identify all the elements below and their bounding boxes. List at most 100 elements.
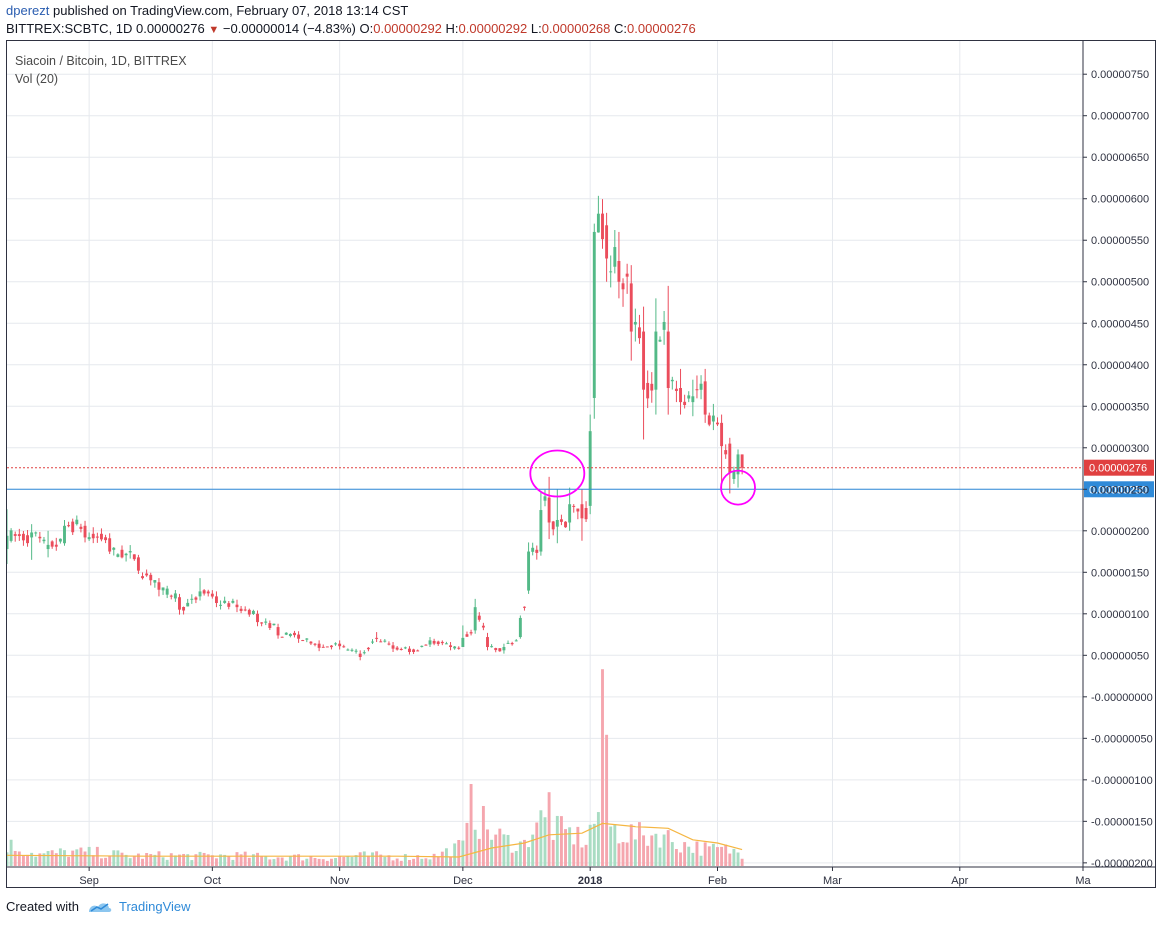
candle-body <box>523 606 526 608</box>
x-tick-label: Mar <box>823 875 842 887</box>
x-tick-label: Sep <box>79 875 99 887</box>
volume-bar <box>313 857 317 866</box>
volume-bar <box>642 835 646 866</box>
candle-body <box>346 649 350 651</box>
candle-body <box>297 634 301 639</box>
volume-bar <box>251 854 255 866</box>
volume-bar <box>695 841 699 866</box>
volume-bar <box>736 852 740 866</box>
candle-body <box>313 643 317 645</box>
volume-bar <box>428 859 432 866</box>
volume-bar <box>5 852 9 866</box>
volume-bar <box>408 859 411 866</box>
candle-body <box>596 213 600 233</box>
volume-bar <box>387 855 391 866</box>
candle-body <box>408 648 411 652</box>
candle-body <box>354 650 358 652</box>
high-label: H: <box>445 21 459 36</box>
volume-bar <box>63 850 66 866</box>
volume-bar <box>502 834 506 866</box>
candle-body <box>699 383 703 390</box>
volume-bar <box>580 847 584 866</box>
open-label: O: <box>359 21 374 36</box>
candle-body <box>617 260 621 282</box>
x-tick-label: 2018 <box>578 875 602 887</box>
candle-body <box>465 634 469 637</box>
candle-body <box>613 247 617 267</box>
candle-body <box>194 597 198 600</box>
price-axis: 0.00000750 0.00000700 0.00000650 0.00000600… <box>1082 41 1153 870</box>
volume-bar <box>535 822 539 866</box>
candle-body <box>527 551 531 591</box>
candle-body <box>165 588 169 595</box>
candle-body <box>662 321 666 330</box>
volume-bar <box>202 852 206 866</box>
volume-bar <box>703 842 707 866</box>
y-tick-label: 0.00000100 <box>1091 609 1149 621</box>
candle-body <box>251 610 255 614</box>
candle-body <box>87 537 91 540</box>
volume-bar <box>75 849 79 866</box>
candle-body <box>638 327 641 339</box>
volume-bar <box>124 854 128 866</box>
candle-body <box>329 645 333 648</box>
candle-body <box>691 396 695 403</box>
volume-bar <box>305 858 309 866</box>
candle-body <box>95 536 99 538</box>
volume-bar <box>601 669 604 866</box>
chart-container[interactable]: 0.00000276 0.00000250 0.00000750 0.0000070… <box>5 40 1156 888</box>
volume-bar <box>198 851 202 866</box>
candle-body <box>646 382 650 399</box>
candle-body <box>683 401 687 405</box>
candle-body <box>247 609 251 615</box>
price-chart-svg[interactable]: 0.00000276 0.00000250 0.00000750 0.0000070… <box>5 41 1155 887</box>
volume-bar <box>161 857 165 866</box>
candle-body <box>108 538 112 552</box>
candle-body <box>38 536 42 539</box>
volume-bar <box>371 852 374 866</box>
candle-body <box>687 395 691 399</box>
volume-bar <box>547 792 551 866</box>
high-value: 0.00000292 <box>458 21 528 36</box>
last-price-badge <box>1084 459 1154 476</box>
candle-body <box>202 590 206 594</box>
volume-bar <box>243 851 247 866</box>
symbol-label: BITTREX:SCBTC, 1D <box>6 21 133 36</box>
volume-bar <box>50 850 54 866</box>
volume-bar <box>638 822 641 866</box>
candle-body <box>317 643 321 648</box>
volume-bar <box>679 852 682 866</box>
volume-bar <box>260 856 264 866</box>
candle-body <box>17 534 21 537</box>
candle-body <box>444 643 448 645</box>
low-label: L: <box>530 21 542 36</box>
volume-bar <box>132 855 136 866</box>
volume-bar <box>87 846 91 866</box>
volume-bar <box>621 842 625 866</box>
candle-body <box>428 640 432 645</box>
candle-body <box>276 627 280 636</box>
candle-body <box>391 645 395 649</box>
candle-body <box>703 381 707 415</box>
candle-body <box>210 593 214 597</box>
candle-body <box>157 582 161 590</box>
candle-body <box>568 504 572 523</box>
volume-bar <box>83 851 87 866</box>
author-link[interactable]: dperezt <box>6 3 50 18</box>
candle-body <box>227 603 231 607</box>
last-price: 0.00000276 <box>136 21 205 36</box>
symbol-ohlc-header: BITTREX:SCBTC, 1D 0.00000276 ▼ −0.000000… <box>6 21 696 36</box>
volume-bar <box>288 856 292 866</box>
candle-body <box>449 645 452 648</box>
candle-body <box>420 645 424 647</box>
volume-bar <box>720 846 724 866</box>
volume-bar <box>190 860 194 866</box>
candle-body <box>293 632 296 636</box>
candle-body <box>128 551 132 553</box>
candle-body <box>116 554 120 557</box>
candle-body <box>440 641 444 644</box>
volume-bar <box>510 852 514 866</box>
annotation-circle <box>529 449 586 498</box>
hline-label: 0.00000250 <box>1089 484 1147 496</box>
tradingview-brand-link[interactable]: TradingView <box>118 899 191 914</box>
